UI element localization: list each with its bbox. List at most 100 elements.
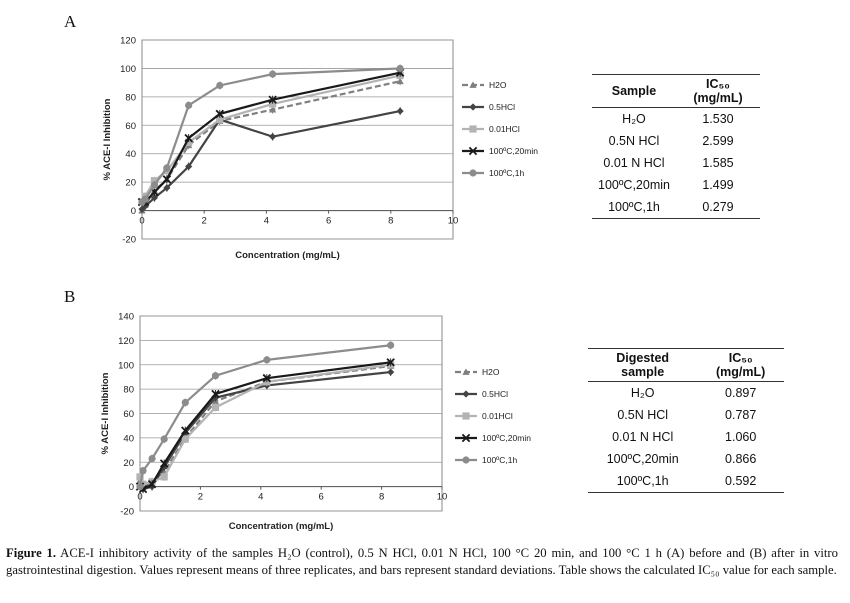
data-point bbox=[136, 473, 144, 481]
legend-marker bbox=[469, 125, 477, 133]
table-row: 100ºC,1h 0.592 bbox=[588, 470, 784, 493]
y-tick-label: 60 bbox=[125, 121, 136, 132]
y-tick-label: 120 bbox=[118, 336, 134, 347]
data-point bbox=[160, 435, 168, 443]
ic50-cell: 0.592 bbox=[697, 470, 784, 493]
legend-marker bbox=[469, 81, 477, 88]
y-tick-label: 140 bbox=[118, 312, 134, 323]
data-point bbox=[139, 467, 147, 475]
y-tick-label: 40 bbox=[123, 433, 134, 444]
legend-marker bbox=[462, 412, 470, 420]
data-point bbox=[396, 77, 404, 85]
data-point bbox=[216, 81, 224, 90]
table-row: 0.5N HCl 2.599 bbox=[592, 130, 760, 152]
y-tick-label: 20 bbox=[125, 178, 136, 189]
data-point bbox=[396, 107, 404, 115]
data-point bbox=[386, 358, 395, 367]
table-header-0: Sample bbox=[592, 74, 676, 108]
legend-label: 0.5HCl bbox=[489, 102, 515, 112]
x-tick-label: 8 bbox=[379, 492, 384, 503]
data-point bbox=[185, 162, 193, 171]
sample-cell: 100ºC,1h bbox=[588, 470, 698, 493]
data-point bbox=[185, 101, 193, 109]
data-point bbox=[211, 389, 220, 399]
y-tick-label: 120 bbox=[120, 36, 136, 47]
ic50-cell: 1.499 bbox=[702, 178, 734, 192]
y-tick-label: -20 bbox=[120, 507, 134, 518]
x-tick-label: 0 bbox=[139, 216, 144, 227]
y-tick-label: 80 bbox=[123, 385, 134, 396]
data-point bbox=[269, 106, 277, 113]
caption-label: Figure 1. bbox=[6, 546, 57, 560]
sample-cell: 0.5N HCl bbox=[617, 408, 669, 422]
data-point bbox=[269, 100, 277, 108]
data-point bbox=[262, 373, 272, 383]
table-row: 0.01 N HCl 1.060 bbox=[588, 426, 784, 448]
series-4 bbox=[138, 64, 404, 207]
series-line bbox=[139, 370, 391, 491]
table-row: 100ºC,20min 0.866 bbox=[588, 448, 784, 470]
data-point bbox=[162, 175, 172, 184]
figure-caption: Figure 1. ACE-I inhibitory activity of t… bbox=[6, 545, 838, 579]
data-point bbox=[150, 181, 159, 189]
ic50-cell: 1.060 bbox=[725, 430, 757, 444]
x-tick-label: 2 bbox=[198, 492, 203, 503]
ic50-table-a: Sample IC₅₀ (mg/mL) H₂O 1.530 0.5N HCl 2.599 0… bbox=[592, 74, 760, 219]
legend-marker bbox=[469, 169, 477, 177]
x-tick-label: 10 bbox=[437, 492, 448, 503]
series-4 bbox=[136, 341, 395, 491]
data-point bbox=[211, 372, 220, 380]
legend-label: 0.01HCl bbox=[489, 124, 520, 134]
y-tick-label: 100 bbox=[120, 64, 136, 75]
data-point bbox=[181, 435, 189, 443]
data-point bbox=[148, 454, 156, 463]
data-point bbox=[185, 138, 193, 146]
data-point bbox=[147, 479, 157, 489]
legend-marker bbox=[462, 390, 470, 398]
ic50-cell: 2.599 bbox=[702, 134, 734, 148]
data-point bbox=[184, 133, 193, 143]
y-tick-label: 40 bbox=[125, 149, 136, 160]
legend-marker bbox=[462, 368, 470, 375]
legend-marker bbox=[461, 433, 471, 443]
x-tick-label: 4 bbox=[264, 216, 269, 227]
y-tick-label: 0 bbox=[129, 482, 134, 493]
x-tick-label: 6 bbox=[319, 492, 324, 503]
data-point bbox=[159, 459, 169, 468]
caption-text: ACE-I inhibitory activity of the samples… bbox=[6, 546, 838, 577]
data-point bbox=[141, 195, 149, 203]
data-point bbox=[387, 368, 395, 376]
data-point bbox=[268, 95, 277, 104]
x-tick-label: 4 bbox=[258, 492, 263, 503]
panel-b-label: B bbox=[64, 287, 76, 306]
ic50-cell: 1.585 bbox=[702, 156, 734, 170]
y-tick-label: 0 bbox=[131, 206, 136, 217]
sample-cell: 100ºC,1h bbox=[592, 196, 676, 219]
sample-cell: 0.01 N HCl bbox=[603, 156, 665, 170]
data-point bbox=[181, 398, 189, 407]
table-row: 0.01 N HCl 1.585 bbox=[592, 152, 760, 174]
data-point bbox=[269, 70, 277, 78]
legend-label: 100ºC,20min bbox=[482, 433, 531, 443]
ic50-cell: 0.279 bbox=[675, 196, 760, 219]
y-tick-label: 60 bbox=[123, 409, 134, 420]
legend-label: 0.5HCl bbox=[482, 389, 508, 399]
y-axis-label: % ACE-I Inhibition bbox=[102, 98, 113, 180]
sample-cell: H₂O bbox=[622, 112, 646, 126]
panel-a-label: A bbox=[64, 12, 77, 31]
data-point bbox=[216, 116, 224, 124]
table-row: 0.5N HCl 0.787 bbox=[588, 404, 784, 426]
data-point bbox=[163, 164, 171, 172]
legend-label: 0.01HCl bbox=[482, 411, 513, 421]
legend-label: H2O bbox=[482, 367, 500, 377]
sample-cell: 0.01 N HCl bbox=[612, 430, 674, 444]
y-tick-label: 80 bbox=[125, 92, 136, 103]
legend-marker bbox=[462, 456, 470, 464]
table-row: H₂O 1.530 bbox=[592, 108, 760, 131]
table-row: 100ºC,20min 1.499 bbox=[592, 174, 760, 196]
ic50-table-b: Digested sample IC₅₀ (mg/mL) H₂O 0.897 0.5N … bbox=[588, 348, 784, 493]
data-point bbox=[211, 403, 220, 412]
y-tick-label: -20 bbox=[122, 235, 136, 246]
data-point bbox=[263, 356, 271, 364]
